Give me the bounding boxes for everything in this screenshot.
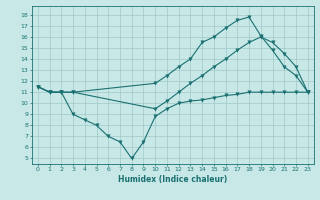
X-axis label: Humidex (Indice chaleur): Humidex (Indice chaleur): [118, 175, 228, 184]
